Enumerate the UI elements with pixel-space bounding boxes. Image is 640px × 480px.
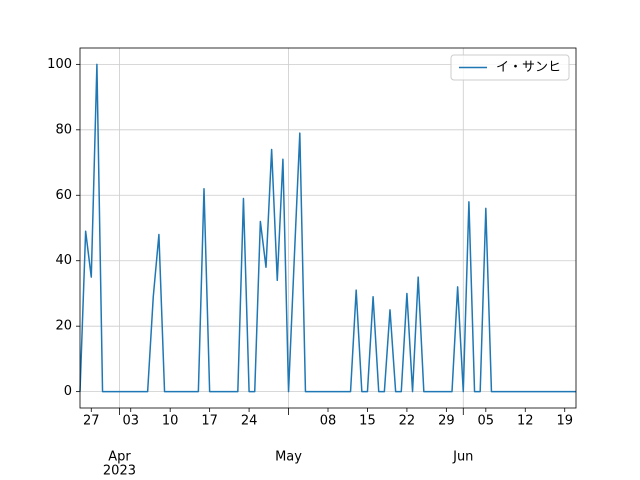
x-tick-label: 24 [241, 414, 258, 429]
plot-frame [79, 47, 577, 409]
x-major-tick-label: Apr [108, 450, 131, 465]
x-tick-label: 12 [517, 414, 534, 429]
x-major-tick-label: May [275, 450, 302, 465]
x-tick-label: 15 [359, 414, 376, 429]
line-series [79, 63, 576, 393]
x-year-label: 2023 [103, 464, 136, 479]
x-tick-label: 22 [399, 414, 416, 429]
x-tick-label: 10 [162, 414, 179, 429]
x-tick-label: 17 [201, 414, 218, 429]
y-tick-label: 20 [55, 319, 72, 334]
legend-box [450, 54, 570, 81]
y-tick-label: 40 [55, 253, 72, 268]
x-major-tick-label: Jun [452, 450, 473, 465]
y-tick-label: 100 [47, 57, 72, 72]
x-tick-label: 29 [438, 414, 455, 429]
legend-label: イ・サンヒ [496, 60, 561, 75]
x-tick-label: 03 [122, 414, 139, 429]
y-tick-label: 60 [55, 188, 72, 203]
x-tick-label: 19 [556, 414, 573, 429]
x-tick-label: 27 [83, 414, 100, 429]
y-tick-label: 0 [64, 384, 72, 399]
x-tick-label: 08 [320, 414, 337, 429]
y-tick-label: 80 [55, 122, 72, 137]
x-tick-label: 05 [478, 414, 495, 429]
